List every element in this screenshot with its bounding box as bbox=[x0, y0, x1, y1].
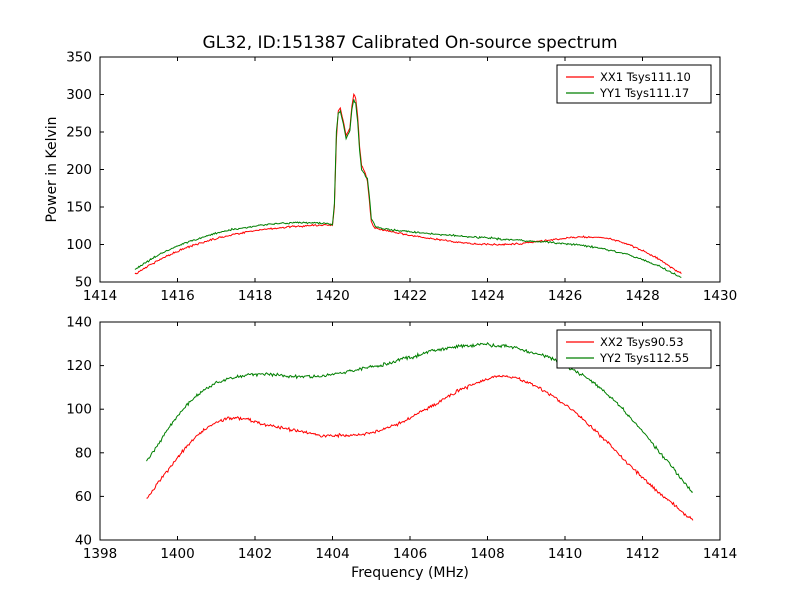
legend: XX2 Tsys90.53 YY2 Tsys112.55 bbox=[556, 329, 712, 369]
legend-label: XX2 Tsys90.53 bbox=[600, 335, 684, 349]
legend-box bbox=[556, 329, 712, 369]
y-tick-label: 200 bbox=[66, 162, 92, 178]
x-tick-label: 1412 bbox=[625, 546, 659, 562]
legend-box bbox=[556, 64, 712, 104]
y-tick-label: 60 bbox=[75, 489, 92, 505]
y-tick-label: 100 bbox=[66, 237, 92, 253]
spectrum-trace-yy2 bbox=[146, 341, 693, 493]
x-tick-label: 1410 bbox=[548, 546, 582, 562]
y-tick-label: 150 bbox=[66, 200, 92, 216]
x-tick-label: 1420 bbox=[315, 288, 349, 304]
spectrum-trace-yy1 bbox=[134, 99, 682, 278]
y-tick-label: 120 bbox=[66, 358, 92, 374]
spectrum-trace-xx2 bbox=[146, 374, 694, 521]
x-tick-label: 1414 bbox=[83, 288, 117, 304]
x-tick-label: 1424 bbox=[470, 288, 504, 304]
x-tick-label: 1418 bbox=[238, 288, 272, 304]
y-axis-label: Power in Kelvin bbox=[44, 116, 60, 222]
y-tick-label: 80 bbox=[75, 445, 92, 461]
x-tick-label: 1408 bbox=[470, 546, 504, 562]
x-tick-label: 1426 bbox=[548, 288, 582, 304]
y-tick-label: 40 bbox=[75, 533, 92, 549]
x-tick-label: 1416 bbox=[160, 288, 194, 304]
top-spectrum-axes: 1414 1416 1418 1420 1422 1424 1426 1428 1430 50 10… bbox=[44, 33, 737, 304]
x-tick-label: 1422 bbox=[393, 288, 427, 304]
y-tick-label: 300 bbox=[66, 87, 92, 103]
x-tick-label: 1398 bbox=[83, 546, 117, 562]
x-tick-label: 1430 bbox=[703, 288, 737, 304]
x-axis-label: Frequency (MHz) bbox=[351, 565, 469, 581]
y-tick-label: 350 bbox=[66, 50, 92, 66]
x-tick-label: 1414 bbox=[703, 546, 737, 562]
x-tick-label: 1400 bbox=[160, 546, 194, 562]
y-tick-label: 140 bbox=[66, 315, 92, 331]
chart-title: GL32, ID:151387 Calibrated On-source spe… bbox=[202, 33, 617, 53]
bottom-spectrum-axes: 1398 1400 1402 1404 1406 1408 1410 1412 1414 40 60… bbox=[66, 315, 737, 582]
legend-label: YY2 Tsys112.55 bbox=[599, 351, 689, 365]
y-tick-label: 100 bbox=[66, 402, 92, 418]
legend: XX1 Tsys111.10 YY1 Tsys111.17 bbox=[556, 64, 712, 104]
legend-label: XX1 Tsys111.10 bbox=[600, 70, 691, 84]
x-tick-label: 1406 bbox=[393, 546, 427, 562]
y-tick-label: 50 bbox=[75, 275, 92, 291]
y-tick-label: 250 bbox=[66, 125, 92, 141]
x-tick-label: 1404 bbox=[315, 546, 349, 562]
x-tick-label: 1402 bbox=[238, 546, 272, 562]
x-tick-label: 1428 bbox=[625, 288, 659, 304]
legend-label: YY1 Tsys111.17 bbox=[599, 86, 689, 100]
spectrum-trace-xx1 bbox=[134, 92, 682, 275]
